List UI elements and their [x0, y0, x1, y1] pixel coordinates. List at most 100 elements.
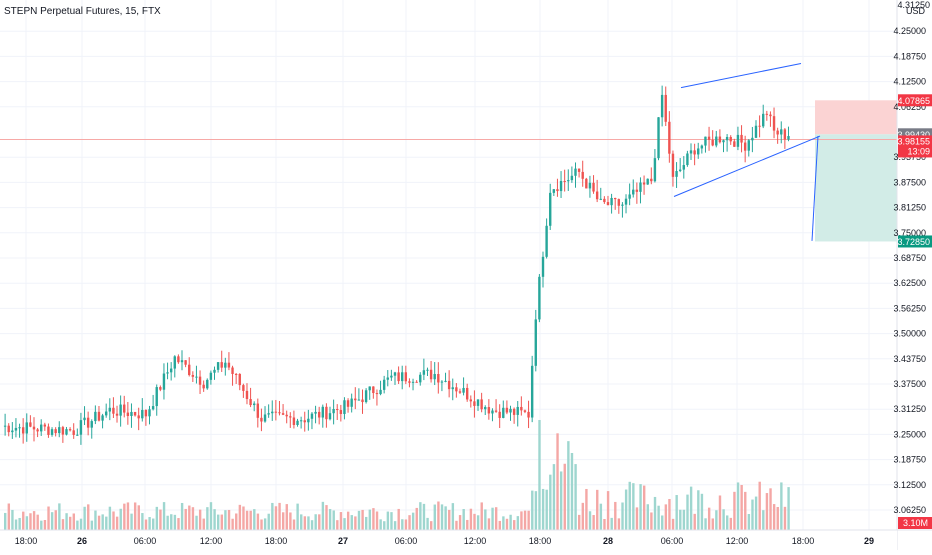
- volume-bar: [765, 493, 769, 530]
- volume-bar: [249, 510, 252, 530]
- volume-bar: [289, 512, 292, 530]
- volume-bar: [433, 504, 436, 530]
- volume-bar: [415, 507, 418, 530]
- volume-bar: [198, 509, 202, 530]
- candle-body: [260, 417, 263, 422]
- candle-body: [40, 424, 43, 432]
- candle-body: [86, 417, 90, 428]
- volume-bar: [516, 516, 520, 530]
- candle-body: [271, 411, 274, 414]
- volume-bar: [133, 502, 137, 530]
- candle-body: [58, 427, 61, 434]
- volume-bar: [47, 506, 50, 530]
- volume-bar: [419, 502, 422, 530]
- volume-bar: [585, 488, 588, 530]
- candle-body: [704, 136, 707, 146]
- x-tick-label: 06:00: [395, 536, 418, 546]
- volume-bar: [682, 509, 686, 530]
- volume-bar: [68, 516, 72, 530]
- volume-bar: [426, 517, 429, 530]
- candle-body: [635, 189, 639, 192]
- candle-body: [90, 421, 93, 428]
- y-tick-label: 3.56250: [893, 303, 926, 313]
- volume-bar: [718, 495, 722, 530]
- target-price-tag-bg: [898, 235, 932, 248]
- countdown-tag: 13:09: [907, 146, 930, 156]
- candle-body: [700, 145, 704, 149]
- candle-body: [725, 136, 729, 141]
- volume-bar: [671, 518, 675, 530]
- volume-bar: [292, 519, 296, 530]
- candle-body: [581, 171, 584, 179]
- volume-bar: [350, 515, 353, 530]
- y-tick-label: 4.06250: [893, 102, 926, 112]
- candle-body: [632, 189, 635, 195]
- candle-body: [119, 404, 122, 416]
- candle-body: [198, 376, 202, 385]
- volume-bar: [94, 510, 97, 530]
- candle-body: [50, 429, 54, 435]
- channel-upper-line[interactable]: [680, 62, 802, 89]
- candle-body: [577, 168, 581, 172]
- volume-bar: [321, 501, 325, 530]
- volume-bar: [43, 520, 47, 530]
- volume-bar: [285, 504, 288, 530]
- x-tick-label: 06:00: [661, 536, 684, 546]
- candle-body: [606, 202, 610, 206]
- volume-bar: [202, 518, 205, 530]
- volume-bar: [177, 518, 180, 530]
- volume-bar: [675, 495, 678, 530]
- candle-body: [289, 416, 292, 418]
- volume-bar: [606, 491, 610, 530]
- volume-bar: [314, 514, 317, 530]
- take-profit-zone[interactable]: [815, 134, 897, 242]
- volume-bar: [596, 489, 599, 530]
- candle-body: [480, 399, 483, 410]
- candle-body: [758, 125, 761, 127]
- candle-body: [61, 427, 65, 435]
- candle-body: [494, 410, 498, 412]
- volume-bar: [328, 509, 332, 530]
- volume-bar: [191, 507, 195, 530]
- volume-bar: [112, 511, 115, 530]
- candle-body: [184, 360, 187, 365]
- volume-bar: [642, 485, 646, 530]
- channel-lower-line[interactable]: [673, 135, 821, 197]
- volume-bar: [217, 514, 220, 530]
- volume-bar: [520, 511, 523, 530]
- volume-bar: [700, 493, 704, 530]
- candle-body: [292, 417, 296, 425]
- volume-bar: [180, 502, 184, 530]
- candle-body: [202, 384, 205, 389]
- y-tick-label: 4.25000: [893, 26, 926, 36]
- projection-line[interactable]: [811, 136, 819, 241]
- candle-body: [130, 411, 133, 416]
- candle-body: [364, 390, 368, 403]
- volume-bar: [754, 496, 758, 530]
- candle-body: [617, 199, 621, 206]
- candle-body: [527, 411, 530, 418]
- candle-body: [43, 424, 47, 427]
- candle-body: [585, 178, 588, 189]
- candle-body: [429, 369, 433, 380]
- volume-bar: [513, 520, 516, 530]
- volume-bar: [58, 503, 61, 530]
- candle-body: [336, 408, 339, 411]
- volume-bar: [40, 520, 43, 530]
- volume-bar: [469, 508, 473, 530]
- volume-bar: [7, 503, 11, 530]
- candle-body: [97, 411, 101, 421]
- volume-bar: [227, 509, 231, 530]
- volume-bar: [343, 518, 346, 530]
- candle-body: [769, 114, 772, 117]
- stop-loss-zone[interactable]: [815, 100, 897, 135]
- candle-body: [549, 192, 552, 226]
- candle-body: [686, 153, 689, 166]
- candle-body: [787, 136, 790, 140]
- volume-bar: [545, 489, 548, 530]
- volume-bar: [780, 482, 783, 530]
- volume-bar: [527, 510, 530, 530]
- volume-bar: [635, 507, 639, 530]
- volume-bar: [159, 509, 162, 530]
- candle-body: [328, 413, 332, 420]
